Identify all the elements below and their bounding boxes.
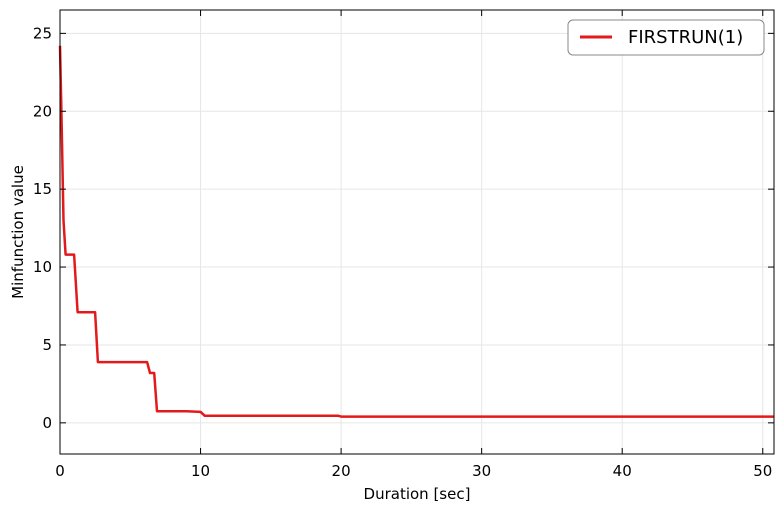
x-tick-label: 30 [472, 462, 491, 480]
x-tick-label: 20 [332, 462, 351, 480]
y-tick-labels: 0 5 10 15 20 25 [33, 24, 52, 431]
x-tick-label: 50 [753, 462, 772, 480]
series-line [58, 45, 774, 418]
y-tick-label: 15 [33, 180, 52, 198]
grid [59, 10, 774, 454]
x-tick-label: 10 [191, 462, 210, 480]
ticks [59, 10, 774, 454]
legend: FIRSTRUN(1) [567, 19, 765, 56]
x-tick-labels: 0 10 20 30 40 50 [55, 462, 772, 480]
legend-box [567, 19, 765, 56]
series-layer [58, 45, 774, 418]
y-axis-label: Minfunction value [9, 165, 27, 299]
plot-frame [59, 9, 775, 455]
x-tick-label: 0 [55, 462, 65, 480]
legend-label: FIRSTRUN(1) [628, 27, 743, 48]
x-tick-label: 40 [613, 462, 632, 480]
y-tick-label: 0 [42, 414, 52, 432]
y-tick-label: 10 [33, 258, 52, 276]
y-tick-label: 5 [42, 336, 52, 354]
y-tick-label: 20 [33, 102, 52, 120]
y-tick-label: 25 [33, 24, 52, 42]
x-axis-label: Duration [sec] [364, 485, 471, 503]
